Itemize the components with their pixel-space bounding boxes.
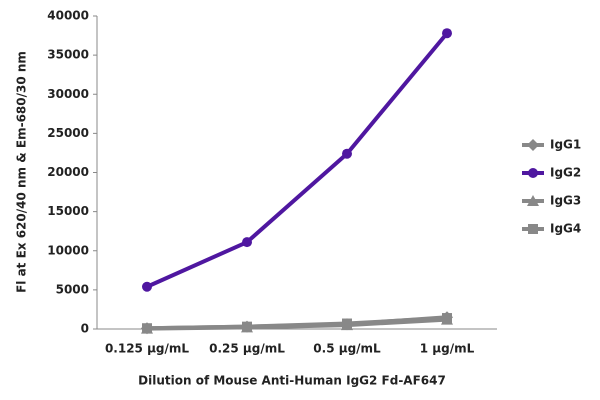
y-tick-label: 40000 xyxy=(47,9,89,23)
x-tick-label: 0.25 µg/mL xyxy=(209,342,285,356)
legend-label: IgG3 xyxy=(550,194,581,208)
data-point xyxy=(242,237,252,248)
y-tick-label: 5000 xyxy=(56,282,89,296)
legend-marker xyxy=(527,195,539,206)
legend-marker xyxy=(528,168,538,178)
data-point xyxy=(442,28,452,39)
series-line xyxy=(146,316,448,331)
legend-label: IgG4 xyxy=(550,222,581,236)
legend-marker xyxy=(528,224,538,234)
y-tick-label: 15000 xyxy=(47,204,89,218)
data-point xyxy=(342,318,352,329)
x-tick-label: 1 µg/mL xyxy=(420,342,475,356)
legend-label: IgG1 xyxy=(550,138,581,152)
y-tick-label: 0 xyxy=(81,322,89,336)
data-point xyxy=(342,148,352,159)
data-point xyxy=(442,313,452,324)
legend-label: IgG2 xyxy=(550,166,581,180)
y-tick-label: 10000 xyxy=(47,243,89,257)
y-tick-label: 25000 xyxy=(47,126,89,140)
data-point xyxy=(142,323,152,334)
legend-marker xyxy=(527,139,539,151)
y-tick-label: 20000 xyxy=(47,165,89,179)
y-tick-label: 35000 xyxy=(47,48,89,62)
y-axis-title: Fl at Ex 620/40 nm & Em-680/30 nm xyxy=(15,51,29,293)
y-tick-label: 30000 xyxy=(47,87,89,101)
x-tick-label: 0.125 µg/mL xyxy=(105,342,189,356)
data-point xyxy=(242,321,252,332)
data-point xyxy=(142,281,152,292)
x-tick-label: 0.5 µg/mL xyxy=(313,342,381,356)
x-axis-title: Dilution of Mouse Anti-Human IgG2 Fd-AF6… xyxy=(138,374,446,388)
series-line xyxy=(146,31,449,289)
